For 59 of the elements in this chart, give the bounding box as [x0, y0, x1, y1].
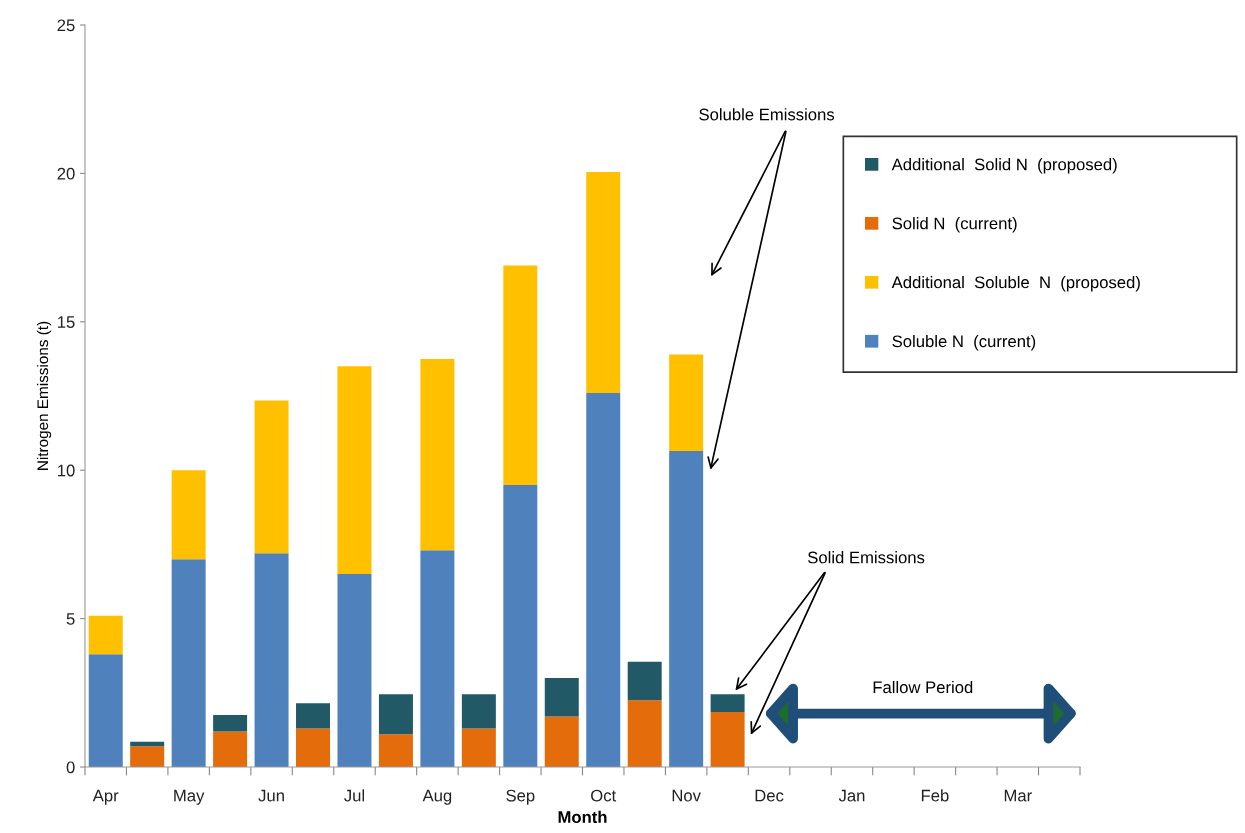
bar	[586, 393, 621, 767]
bar	[337, 574, 372, 767]
y-axis-title: Nitrogen Emissions (t)	[36, 321, 52, 470]
bar	[88, 615, 123, 655]
x-tick-label: Jun	[258, 789, 284, 802]
bar	[710, 712, 745, 767]
x-tick-label: Jul	[344, 789, 365, 802]
bar	[461, 728, 496, 767]
annotation: Solid Emissions	[808, 551, 925, 564]
bar	[669, 450, 704, 767]
bar	[337, 366, 372, 575]
bar	[710, 694, 745, 713]
bar	[378, 734, 413, 767]
x-tick-label: May	[174, 789, 205, 805]
bar	[130, 741, 165, 747]
annotation: Soluble Emissions	[699, 108, 835, 121]
bar	[503, 265, 538, 486]
x-tick-label: Sep	[506, 789, 535, 805]
legend-label: Additional Solid N (proposed)	[891, 158, 1117, 174]
x-tick-label: Oct	[591, 789, 617, 802]
x-axis-title: Month	[558, 810, 607, 823]
y-tick-label: 5	[66, 613, 75, 625]
bar	[378, 694, 413, 735]
bar	[88, 654, 123, 767]
bar	[544, 677, 579, 717]
bar	[627, 661, 662, 701]
bar	[254, 553, 289, 767]
legend-label: Soluble N (current)	[892, 334, 1036, 351]
y-tick-label: 0	[66, 761, 75, 774]
bar	[420, 358, 455, 551]
x-tick-label: Dec	[755, 789, 784, 802]
bar	[461, 694, 496, 729]
y-tick-label: 20	[57, 167, 75, 180]
y-tick-label: 25	[57, 19, 75, 32]
bar	[627, 700, 662, 767]
legend-label: Additional Soluble N (proposed)	[891, 276, 1140, 292]
y-tick-label: 15	[58, 316, 75, 328]
x-tick-label: Jan	[838, 789, 865, 802]
x-tick-label: Feb	[921, 789, 949, 802]
y-tick-label: 10	[58, 464, 75, 477]
annotation: Fallow Period	[873, 680, 973, 694]
x-tick-label: Aug	[422, 789, 452, 805]
bar	[171, 559, 206, 767]
x-tick-label: Nov	[672, 789, 701, 802]
bar	[213, 731, 248, 767]
bar	[669, 354, 704, 451]
bar	[420, 550, 455, 767]
bar	[296, 703, 331, 729]
x-tick-label: Mar	[1004, 789, 1032, 802]
bar	[213, 715, 248, 732]
bar	[503, 485, 538, 767]
x-tick-label: Apr	[92, 789, 119, 805]
bar	[171, 470, 206, 560]
bar	[254, 400, 289, 554]
bar	[296, 728, 331, 767]
bar	[130, 746, 165, 767]
bar	[586, 171, 621, 394]
bar	[544, 716, 579, 767]
legend-label: Solid N (current)	[892, 217, 1017, 233]
